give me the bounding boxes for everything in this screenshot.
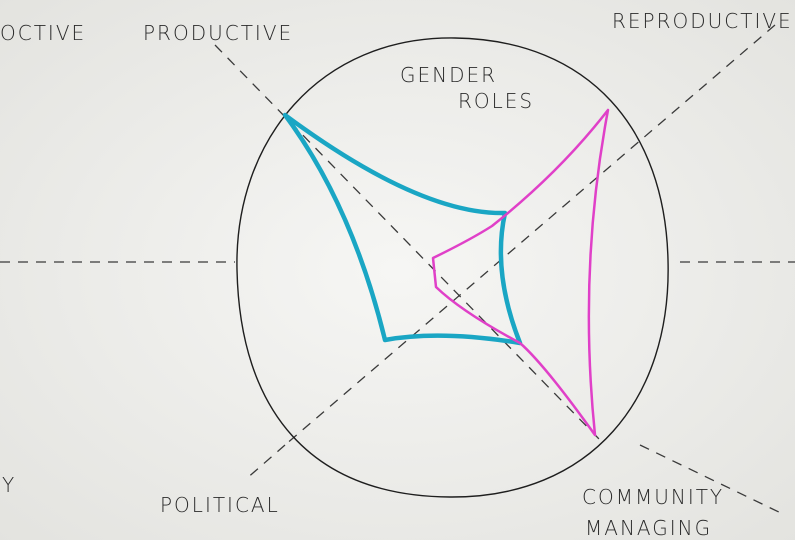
axis-label: REPRODUCTIVE [612,9,793,33]
outer-circle [236,37,669,498]
axis-line [639,444,786,516]
axis-line [214,44,601,441]
axis-label: POLITICAL [160,493,280,517]
axis-line [244,444,286,481]
magenta-shape [431,108,610,437]
title: GENDER [400,63,497,87]
title: ROLES [458,89,534,113]
axis-label: MANAGING [585,516,712,540]
axis-label: COMMUNITY [582,485,724,509]
axis-label: OCTIVE [0,21,86,45]
axis-label: PRODUCTIVE [143,21,293,45]
axis-label: Y [2,473,16,497]
